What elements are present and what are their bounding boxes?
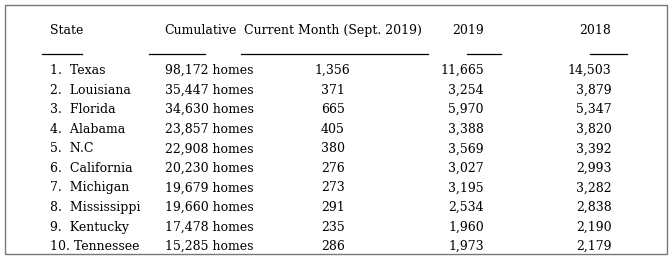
Text: 22,908 homes: 22,908 homes bbox=[165, 142, 253, 155]
Text: 6.  California: 6. California bbox=[50, 162, 133, 175]
Text: 19,660 homes: 19,660 homes bbox=[165, 201, 253, 214]
Text: Cumulative: Cumulative bbox=[165, 23, 237, 37]
Text: 2,190: 2,190 bbox=[576, 221, 612, 234]
Text: 23,857 homes: 23,857 homes bbox=[165, 123, 253, 136]
Text: 9.  Kentucky: 9. Kentucky bbox=[50, 221, 130, 234]
Text: 286: 286 bbox=[321, 240, 345, 253]
Text: 3,392: 3,392 bbox=[576, 142, 612, 155]
Text: 3,569: 3,569 bbox=[448, 142, 484, 155]
Text: 2,993: 2,993 bbox=[576, 162, 612, 175]
Text: 3,388: 3,388 bbox=[448, 123, 484, 136]
Text: 405: 405 bbox=[321, 123, 345, 136]
Text: 5.  N.C: 5. N.C bbox=[50, 142, 94, 155]
Text: 7.  Michigan: 7. Michigan bbox=[50, 181, 130, 194]
Text: 3,820: 3,820 bbox=[576, 123, 612, 136]
Text: 371: 371 bbox=[321, 84, 345, 97]
Text: 276: 276 bbox=[321, 162, 345, 175]
Text: 273: 273 bbox=[321, 181, 345, 194]
Text: State: State bbox=[50, 23, 84, 37]
Text: 3,027: 3,027 bbox=[448, 162, 484, 175]
Text: 3,195: 3,195 bbox=[448, 181, 484, 194]
Text: 235: 235 bbox=[321, 221, 345, 234]
Text: 3.  Florida: 3. Florida bbox=[50, 103, 116, 116]
Text: 14,503: 14,503 bbox=[568, 64, 612, 77]
Text: 35,447 homes: 35,447 homes bbox=[165, 84, 253, 97]
Text: 2019: 2019 bbox=[452, 23, 484, 37]
Text: 3,879: 3,879 bbox=[576, 84, 612, 97]
Text: 1.  Texas: 1. Texas bbox=[50, 64, 106, 77]
Text: 19,679 homes: 19,679 homes bbox=[165, 181, 253, 194]
Text: 34,630 homes: 34,630 homes bbox=[165, 103, 253, 116]
Text: Current Month (Sept. 2019): Current Month (Sept. 2019) bbox=[244, 23, 421, 37]
Text: 1,960: 1,960 bbox=[448, 221, 484, 234]
Text: 8.  Mississippi: 8. Mississippi bbox=[50, 201, 141, 214]
Text: 10. Tennessee: 10. Tennessee bbox=[50, 240, 140, 253]
Text: 1,356: 1,356 bbox=[314, 64, 351, 77]
Text: 2,534: 2,534 bbox=[448, 201, 484, 214]
Text: 20,230 homes: 20,230 homes bbox=[165, 162, 253, 175]
Text: 3,282: 3,282 bbox=[576, 181, 612, 194]
Text: 4.  Alabama: 4. Alabama bbox=[50, 123, 126, 136]
Text: 2.  Louisiana: 2. Louisiana bbox=[50, 84, 131, 97]
Text: 17,478 homes: 17,478 homes bbox=[165, 221, 253, 234]
Text: 5,970: 5,970 bbox=[448, 103, 484, 116]
Text: 11,665: 11,665 bbox=[440, 64, 484, 77]
Text: 1,973: 1,973 bbox=[448, 240, 484, 253]
Text: 2018: 2018 bbox=[580, 23, 612, 37]
Text: 3,254: 3,254 bbox=[448, 84, 484, 97]
Text: 665: 665 bbox=[321, 103, 345, 116]
Text: 291: 291 bbox=[321, 201, 345, 214]
Text: 2,179: 2,179 bbox=[576, 240, 612, 253]
Text: 98,172 homes: 98,172 homes bbox=[165, 64, 253, 77]
Text: 15,285 homes: 15,285 homes bbox=[165, 240, 253, 253]
Text: 5,347: 5,347 bbox=[576, 103, 612, 116]
Text: 2,838: 2,838 bbox=[576, 201, 612, 214]
Text: 380: 380 bbox=[321, 142, 345, 155]
